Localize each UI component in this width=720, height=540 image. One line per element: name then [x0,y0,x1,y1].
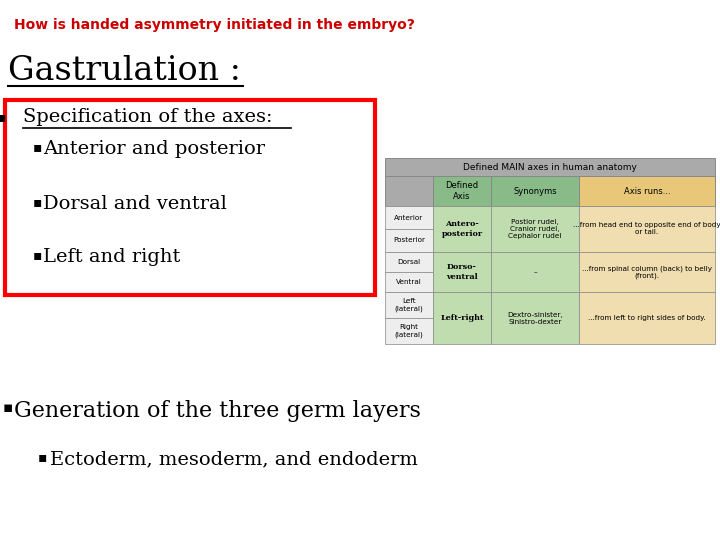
Text: Defined MAIN axes in human anatomy: Defined MAIN axes in human anatomy [463,163,637,172]
Bar [433,206,491,252]
Bar [385,158,715,176]
Text: Right
(lateral): Right (lateral) [395,324,423,338]
Bar [579,252,715,292]
Text: Synonyms: Synonyms [513,186,557,195]
Text: Anterior: Anterior [395,214,423,220]
Text: Left
(lateral): Left (lateral) [395,298,423,312]
Text: Anterior and posterior: Anterior and posterior [43,140,265,158]
Text: Dorsal: Dorsal [397,259,420,265]
Text: How is handed asymmetry initiated in the embryo?: How is handed asymmetry initiated in the… [14,18,415,32]
Bar [433,292,491,344]
Text: ▪: ▪ [3,400,14,415]
Bar [491,292,579,344]
Text: Posterior: Posterior [393,238,425,244]
Text: ▪: ▪ [33,248,42,262]
Text: Generation of the three germ layers: Generation of the three germ layers [14,400,421,422]
Bar [579,292,715,344]
Text: ▪: ▪ [0,110,6,124]
Text: Left and right: Left and right [43,248,181,266]
Text: ▪: ▪ [38,450,48,464]
Text: Defined
Axis: Defined Axis [446,181,479,201]
Text: Dextro-sinister,
Sinistro-dexter: Dextro-sinister, Sinistro-dexter [507,312,563,325]
Text: Gastrulation :: Gastrulation : [8,55,241,87]
Bar [433,176,491,206]
Text: ...from left to right sides of body.: ...from left to right sides of body. [588,315,706,321]
Bar [385,272,433,292]
Text: Axis runs...: Axis runs... [624,186,670,195]
Bar [385,318,433,344]
Text: Ventral: Ventral [396,279,422,285]
Text: Postior rudel,
Cranior rudel,
Cephalor rudel: Postior rudel, Cranior rudel, Cephalor r… [508,219,562,239]
Bar [579,206,715,252]
Bar [433,252,491,292]
Text: Ectoderm, mesoderm, and endoderm: Ectoderm, mesoderm, and endoderm [50,450,418,468]
Bar [385,206,433,229]
Bar [385,176,433,206]
Bar [491,252,579,292]
Text: Left-right: Left-right [440,314,484,322]
Bar [385,292,433,318]
Text: Dorso-
ventral: Dorso- ventral [446,264,478,281]
Bar [491,176,579,206]
Text: Specification of the axes:: Specification of the axes: [23,108,272,126]
Text: ▪: ▪ [33,140,42,154]
Bar [579,176,715,206]
Bar [5,100,375,295]
Bar [385,229,433,252]
Text: ...from spinal column (back) to belly
(front).: ...from spinal column (back) to belly (f… [582,265,712,279]
Bar [385,252,433,272]
Bar [491,206,579,252]
Text: Dorsal and ventral: Dorsal and ventral [43,195,227,213]
Text: Antero-
posterior: Antero- posterior [441,220,482,238]
Text: –: – [534,269,537,275]
Text: ...from head end to opposite end of body
or tail.: ...from head end to opposite end of body… [573,222,720,235]
Text: ▪: ▪ [33,195,42,209]
